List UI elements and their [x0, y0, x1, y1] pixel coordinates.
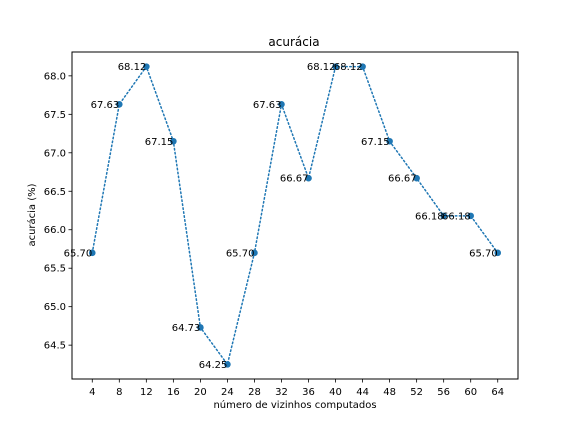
data-point [278, 101, 285, 108]
data-point [170, 137, 177, 145]
x-axis: 4 8 12 16 20 24 28 32 36 40 44 48 52 56 60 64 [89, 379, 504, 398]
data-point [143, 63, 150, 70]
x-tick-label: 36 [302, 387, 315, 398]
data-point [332, 63, 339, 70]
data-point [88, 249, 96, 257]
data-point [116, 101, 123, 108]
y-tick-label: 66.0 [44, 225, 66, 236]
y-tick-label: 68.0 [44, 71, 66, 82]
x-axis-label: número de vizinhos computados [213, 399, 376, 411]
series-line [91, 65, 499, 367]
data-label: 65.70 [226, 248, 255, 259]
data-point [386, 137, 393, 145]
plot-area: 65.70 67.63 68.12 67.15 64.73 64.25 65.70 67.63… [64, 62, 502, 371]
y-tick-label: 67.5 [44, 110, 66, 121]
y-axis: 64.5 65.0 65.5 66.0 66.5 67.0 67.5 68.0 [44, 71, 72, 352]
y-tick-label: 65.0 [44, 302, 66, 313]
data-point [251, 249, 258, 257]
y-axis-label: acurácia (%) [26, 183, 38, 246]
x-tick-label: 40 [329, 387, 342, 398]
y-tick-label: 67.0 [44, 148, 66, 159]
x-tick-label: 48 [383, 387, 396, 398]
axes-frame [71, 51, 519, 380]
data-label: 64.25 [199, 360, 228, 371]
data-point [197, 324, 204, 331]
x-tick-label: 16 [167, 387, 180, 398]
data-label: 68.12 [118, 62, 147, 73]
y-tick-label: 64.5 [44, 341, 66, 352]
x-tick-label: 56 [437, 387, 450, 398]
data-label: 67.63 [253, 100, 282, 111]
data-label: 66.67 [280, 174, 309, 185]
x-tick-label: 32 [275, 387, 288, 398]
chart-title: acurácia [268, 35, 319, 49]
x-tick-label: 28 [248, 387, 261, 398]
x-tick-label: 60 [464, 387, 477, 398]
data-point [440, 212, 447, 220]
x-tick-label: 4 [89, 387, 95, 398]
data-label: 68.12 [334, 62, 363, 73]
data-label: 66.18 [415, 211, 444, 222]
x-tick-label: 12 [140, 387, 153, 398]
data-label: 66.18 [442, 211, 471, 222]
x-tick-label: 64 [491, 387, 504, 398]
data-label: 65.70 [469, 248, 498, 259]
data-label: 64.73 [172, 323, 201, 334]
y-tick-label: 65.5 [44, 264, 66, 275]
data-label: 67.63 [91, 100, 120, 111]
data-point [224, 361, 231, 368]
data-label: 67.15 [145, 137, 174, 148]
x-tick-label: 20 [194, 387, 207, 398]
x-tick-label: 24 [221, 387, 234, 398]
data-label: 65.70 [64, 248, 93, 259]
data-point [305, 174, 312, 182]
x-tick-label: 8 [116, 387, 122, 398]
data-point [413, 174, 420, 182]
x-tick-label: 52 [410, 387, 423, 398]
data-point [467, 212, 474, 220]
data-point [359, 63, 366, 70]
y-tick-label: 66.5 [44, 187, 66, 198]
data-label: 68.12 [307, 62, 336, 73]
x-tick-label: 44 [356, 387, 369, 398]
data-label: 67.15 [361, 137, 390, 148]
data-label: 66.67 [388, 174, 417, 185]
data-point [494, 249, 502, 257]
